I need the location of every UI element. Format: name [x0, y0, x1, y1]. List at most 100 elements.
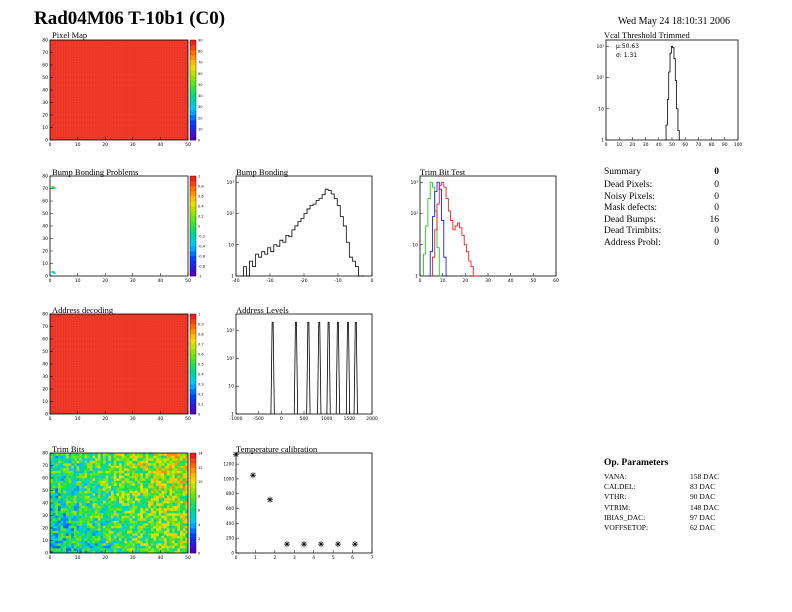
heatmap-cell	[148, 495, 152, 499]
heatmap-cell	[55, 453, 59, 456]
heatmap-cell	[68, 478, 72, 481]
heatmap-cell	[124, 518, 128, 521]
heatmap-cell	[121, 548, 125, 551]
pixel-map-plot: 0 10 20 30 40 5001020304050607080010203040506…	[42, 38, 203, 149]
heatmap-cell	[108, 508, 112, 511]
heatmap-cell	[97, 475, 101, 479]
heatmap-cell	[97, 488, 101, 491]
heatmap-cell	[81, 518, 85, 521]
heatmap-cell	[57, 523, 61, 526]
heatmap-cell	[126, 530, 130, 534]
heatmap-cell	[177, 513, 181, 516]
heatmap-cell	[169, 530, 173, 534]
heatmap-cell	[134, 535, 138, 539]
heatmap-cell	[92, 505, 96, 509]
heatmap-cell	[63, 490, 67, 494]
heatmap-cell	[116, 465, 120, 469]
heatmap-cell	[145, 475, 149, 479]
heatmap-cell	[132, 540, 136, 544]
heatmap-cell	[182, 488, 186, 491]
heatmap-cell	[79, 485, 83, 489]
heatmap-cell	[65, 493, 69, 496]
heatmap-cell	[108, 460, 112, 464]
heatmap-cell	[113, 460, 117, 464]
heatmap-cell	[63, 523, 67, 526]
heatmap-cell	[81, 538, 85, 541]
heatmap-cell	[95, 478, 99, 481]
color-scale-segment	[190, 324, 196, 330]
heatmap-cell	[55, 463, 59, 466]
heatmap-cell	[71, 493, 75, 496]
heatmap-cell	[68, 500, 72, 504]
heatmap-cell	[79, 465, 83, 469]
heatmap-cell	[57, 493, 61, 496]
heatmap-cell	[129, 465, 133, 469]
heatmap-cell	[121, 518, 125, 521]
heatmap-cell	[164, 493, 168, 496]
heatmap-cell	[60, 463, 64, 466]
heatmap-cell	[158, 493, 162, 496]
heatmap-cell	[180, 463, 183, 466]
heatmap-cell	[71, 545, 75, 549]
heatmap-cell	[108, 550, 112, 554]
heatmap-cell	[126, 508, 130, 511]
heatmap-cell	[153, 528, 157, 531]
heatmap-cell	[153, 463, 157, 466]
heatmap-cell	[79, 530, 83, 534]
heatmap-cell	[180, 493, 183, 496]
op-param-value: 158 DAC	[690, 472, 719, 481]
heatmap-cell	[73, 545, 77, 549]
heatmap-cell	[153, 508, 157, 511]
heatmap-cell	[145, 520, 149, 524]
color-scale-segment	[190, 236, 196, 242]
heatmap-cell	[140, 525, 144, 529]
heatmap-cell	[172, 478, 176, 481]
heatmap-cell	[177, 503, 181, 506]
heatmap-cell	[76, 548, 80, 551]
heatmap-cell	[89, 550, 93, 554]
heatmap-cell	[119, 548, 122, 551]
heatmap-cell	[119, 503, 122, 506]
heatmap-cell	[119, 543, 122, 546]
heatmap-cell	[87, 510, 91, 514]
heatmap-cell	[95, 490, 99, 494]
address-level-peak	[270, 321, 275, 415]
heatmap-cell	[92, 550, 96, 554]
heatmap-cell	[57, 463, 61, 466]
heatmap-cell	[124, 515, 128, 519]
heatmap-cell	[172, 513, 176, 516]
heatmap-cell	[116, 458, 120, 461]
heatmap-cell	[60, 495, 64, 499]
heatmap-cell	[52, 490, 56, 494]
heatmap-cell	[81, 498, 85, 501]
heatmap-cell	[97, 530, 101, 534]
heatmap-cell	[103, 518, 107, 521]
heatmap-cell	[84, 515, 88, 519]
color-scale-label: 0.2	[198, 215, 204, 219]
heatmap-cell	[164, 520, 168, 524]
heatmap-cell	[137, 475, 141, 479]
heatmap-cell	[95, 468, 99, 471]
heatmap-cell	[87, 488, 91, 491]
heatmap-cell	[111, 518, 114, 521]
heatmap-cell	[180, 455, 183, 459]
heatmap-cell	[161, 465, 165, 469]
heatmap-cell	[169, 503, 173, 506]
heatmap-cell	[103, 520, 107, 524]
heatmap-cell	[153, 465, 157, 469]
heatmap-cell	[156, 483, 160, 486]
heatmap-cell	[116, 463, 120, 466]
heatmap-cell	[81, 493, 85, 496]
y-tick-label: 10	[228, 242, 234, 248]
heatmap-cell	[111, 490, 114, 494]
heatmap-cell	[161, 460, 165, 464]
heatmap-cell	[164, 495, 168, 499]
heatmap-cell	[161, 540, 165, 544]
heatmap-cell	[150, 505, 154, 509]
heatmap-cell	[164, 463, 168, 466]
heatmap-cell	[126, 515, 130, 519]
heatmap-cell	[113, 533, 117, 536]
heatmap-cell	[73, 535, 77, 539]
heatmap-cell	[89, 498, 93, 501]
